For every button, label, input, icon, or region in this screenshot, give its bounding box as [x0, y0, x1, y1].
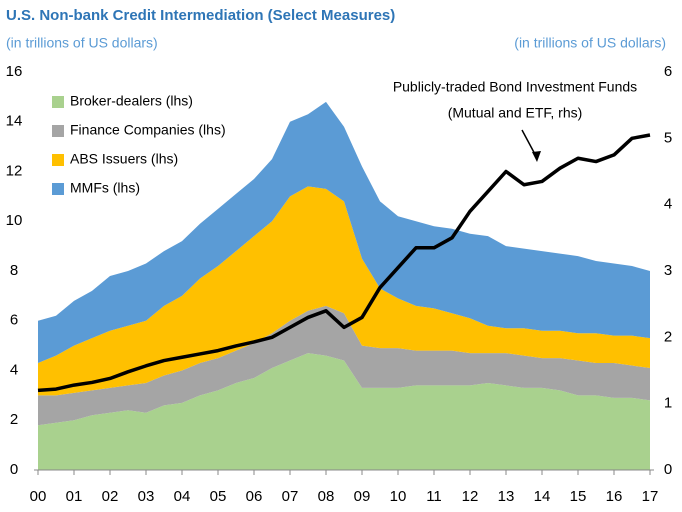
legend-label: Finance Companies (lhs): [70, 122, 226, 138]
x-tick-label: 08: [318, 488, 335, 505]
x-tick-label: 14: [534, 488, 551, 505]
y2-tick-label: 0: [664, 461, 672, 478]
x-tick-label: 06: [246, 488, 263, 505]
y-tick-label: 16: [6, 63, 23, 80]
plot-area: [37, 101, 651, 470]
legend-label: ABS Issuers (lhs): [70, 151, 178, 167]
annotation: (Mutual and ETF, rhs): [448, 105, 583, 121]
y2-tick-label: 2: [664, 328, 672, 345]
area: [38, 101, 650, 364]
y2-tick-label: 3: [664, 262, 672, 279]
x-tick-label: 17: [642, 488, 659, 505]
area: [38, 186, 650, 396]
x-tick-label: 00: [30, 488, 47, 505]
x-tick-label: 15: [570, 488, 587, 505]
y-tick-label: 12: [6, 162, 23, 179]
x-tick-label: 03: [138, 488, 155, 505]
y-tick-label: 6: [10, 312, 18, 329]
y2-axis-label: (in trillions of US dollars): [514, 35, 666, 51]
y2-tick-label: 1: [664, 395, 672, 412]
x-tick-label: 02: [102, 488, 119, 505]
x-tick-label: 04: [174, 488, 191, 505]
y-tick-label: 2: [10, 411, 18, 428]
area: [38, 353, 650, 470]
y-axis-label: (in trillions of US dollars): [6, 35, 158, 51]
y-tick-label: 10: [6, 212, 23, 229]
legend-label: MMFs (lhs): [70, 180, 140, 196]
y-tick-label: 0: [10, 461, 18, 478]
line: [37, 133, 651, 393]
y2-tick-label: 4: [664, 196, 672, 213]
x-tick-label: 16: [606, 488, 623, 505]
y-tick-label: 4: [10, 361, 18, 378]
y2-tick-label: 6: [664, 63, 672, 80]
x-tick-label: 13: [498, 488, 515, 505]
x-tick-label: 07: [282, 488, 299, 505]
annotation-arrowhead: [532, 151, 541, 162]
y-tick-label: 14: [6, 113, 23, 130]
y-tick-label: 8: [10, 262, 18, 279]
area: [38, 305, 650, 426]
x-tick-label: 10: [390, 488, 407, 505]
legend-swatch: [52, 96, 64, 108]
x-tick-label: 05: [210, 488, 227, 505]
chart-title: U.S. Non-bank Credit Intermediation (Sel…: [6, 7, 395, 24]
annotation: Publicly-traded Bond Investment Funds: [393, 79, 637, 95]
x-tick-label: 09: [354, 488, 371, 505]
y2-tick-label: 5: [664, 129, 672, 146]
legend-label: Broker-dealers (lhs): [70, 93, 193, 109]
x-tick-label: 11: [426, 488, 442, 505]
legend-swatch: [52, 154, 64, 166]
x-tick-label: 01: [66, 488, 83, 505]
legend-swatch: [52, 183, 64, 195]
legend-swatch: [52, 125, 64, 137]
x-tick-label: 12: [462, 488, 479, 505]
